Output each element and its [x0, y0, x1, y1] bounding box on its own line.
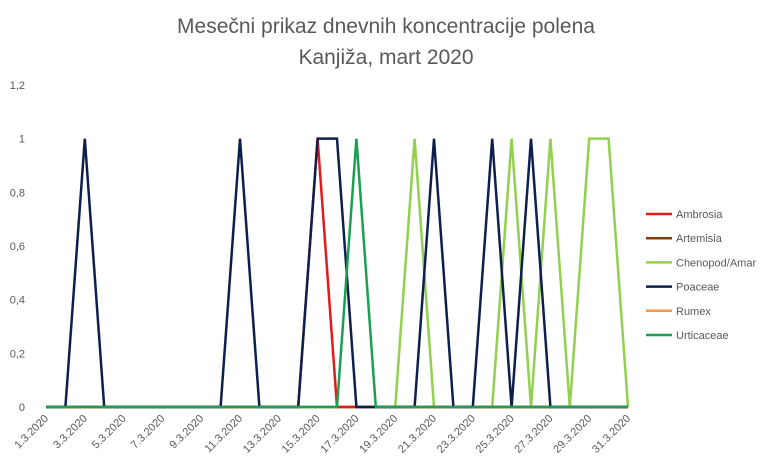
- x-tick-label: 25.3.2020: [474, 413, 517, 456]
- legend-label: Poaceae: [676, 282, 719, 294]
- chart-title-line-2: Kanjiža, mart 2020: [298, 46, 473, 69]
- y-tick-label: 0: [19, 402, 25, 414]
- legend-label: Urticaceae: [676, 330, 729, 342]
- series-line-poaceae: [46, 137, 628, 409]
- x-tick-label: 3.3.2020: [51, 413, 90, 452]
- y-tick-label: 1,2: [10, 80, 25, 92]
- y-tick-label: 0,8: [10, 187, 25, 199]
- legend-label: Rumex: [676, 306, 711, 318]
- x-tick-label: 15.3.2020: [280, 413, 323, 456]
- x-tick-label: 11.3.2020: [203, 413, 246, 456]
- x-tick-label: 7.3.2020: [129, 413, 168, 452]
- x-tick-label: 9.3.2020: [168, 413, 207, 452]
- y-tick-label: 0,4: [10, 295, 25, 307]
- x-tick-label: 31.3.2020: [590, 413, 633, 456]
- legend: Ambrosia Artemisia Chenopod/Amar Poaceae Rum…: [646, 209, 756, 342]
- chart-title-line-1: Mesečni prikaz dnevnih koncentracije pol…: [177, 15, 595, 38]
- y-axis-ticks: 0 0,2 0,4 0,6 0,8 1 1,2: [10, 80, 25, 414]
- x-tick-label: 13.3.2020: [241, 413, 284, 456]
- y-tick-label: 1: [19, 134, 25, 146]
- x-axis-ticks: 1.3.2020 3.3.2020 5.3.2020 7.3.2020 9.3.2020…: [12, 413, 633, 456]
- x-tick-label: 19.3.2020: [357, 413, 400, 456]
- x-tick-label: 21.3.2020: [396, 413, 439, 456]
- x-tick-label: 27.3.2020: [512, 413, 555, 456]
- y-tick-label: 0,2: [10, 348, 25, 360]
- legend-label: Artemisia: [676, 233, 723, 245]
- x-tick-label: 5.3.2020: [90, 413, 129, 452]
- series-lines: [46, 137, 630, 409]
- x-tick-label: 17.3.2020: [318, 413, 361, 456]
- legend-label: Chenopod/Amar: [676, 257, 756, 269]
- x-tick-label: 1.3.2020: [12, 413, 51, 452]
- x-tick-label: 23.3.2020: [435, 413, 478, 456]
- series-line-urticaceae: [46, 138, 628, 409]
- y-tick-label: 0,6: [10, 241, 25, 253]
- legend-label: Ambrosia: [676, 209, 723, 221]
- x-tick-label: 29.3.2020: [551, 413, 594, 456]
